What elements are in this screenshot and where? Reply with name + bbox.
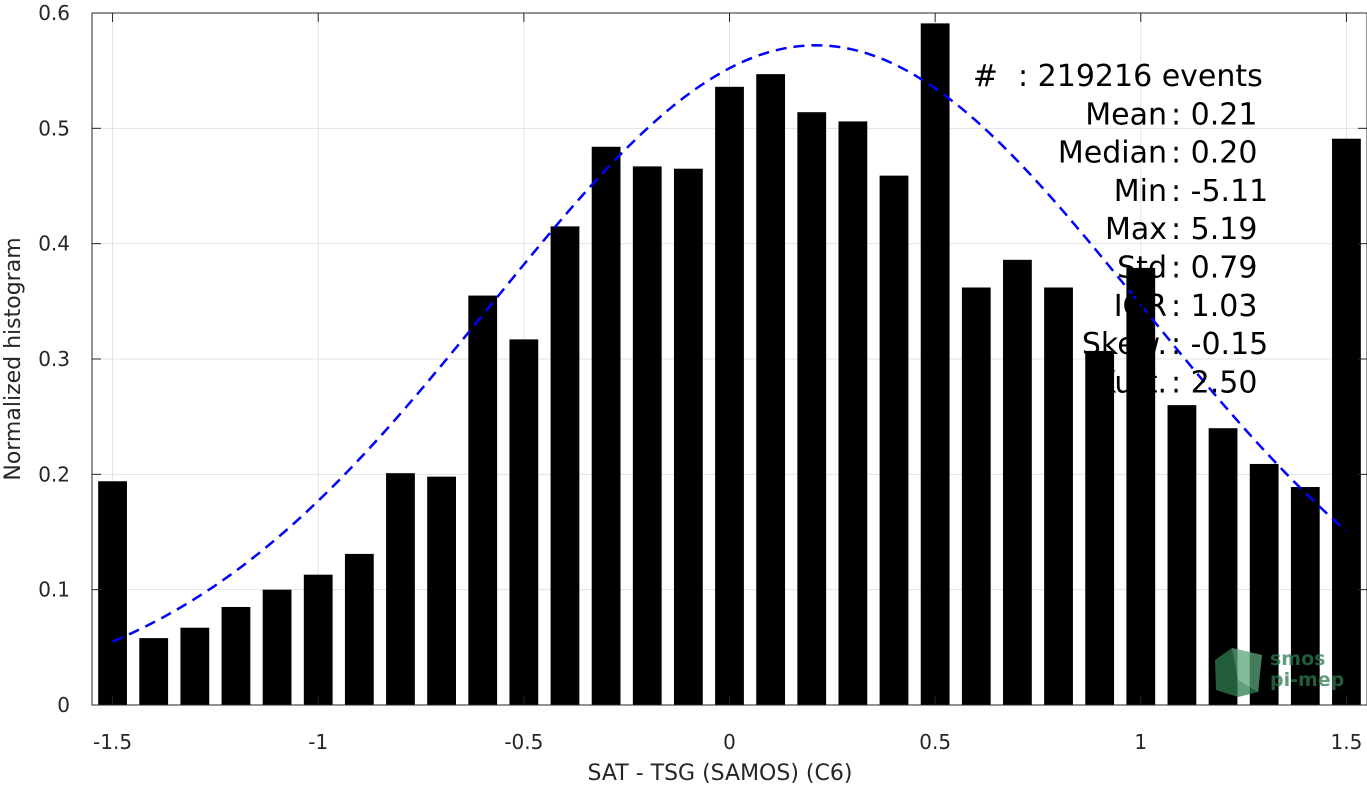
y-ticks: 0 0.1 0.2 0.3 0.4 0.5 0.6 [38, 1, 1367, 717]
y-tick-label: 0.4 [38, 232, 70, 256]
stat-label: Max [1105, 212, 1167, 247]
histogram-bar [591, 146, 621, 705]
histogram-bar [344, 553, 374, 705]
histogram-bar [139, 638, 169, 705]
y-tick-label: 0.3 [38, 347, 70, 371]
histogram-bar [1167, 405, 1197, 705]
histogram-bar [221, 606, 251, 705]
x-tick-label: -1 [308, 730, 328, 754]
watermark-logo-shade [1232, 648, 1262, 692]
stat-value: : 219216 events [1018, 59, 1263, 94]
histogram-bar [303, 574, 333, 705]
stat-value: : 0.20 [1171, 136, 1257, 171]
histogram-bar [180, 627, 210, 705]
stat-value: : 5.19 [1171, 212, 1257, 247]
histogram-bar [838, 121, 868, 705]
stat-label: Median [1058, 136, 1167, 171]
x-ticks: -1.5 -1 -0.5 0 0.5 1 1.5 [93, 13, 1362, 754]
stat-label: Std [1117, 251, 1167, 286]
stat-value: : 0.21 [1171, 97, 1257, 132]
watermark-line1: smos [1270, 648, 1325, 670]
stat-value: : 1.03 [1171, 289, 1257, 324]
stat-label: # [973, 59, 998, 94]
x-tick-label: 0 [723, 730, 736, 754]
histogram-bar [879, 175, 909, 705]
histogram-bar [797, 112, 827, 706]
y-tick-label: 0.2 [38, 462, 70, 486]
fit-curve [112, 44, 1348, 643]
histogram-bar [427, 476, 456, 705]
histogram-bar [1044, 287, 1073, 705]
stat-label: Kurt. [1096, 365, 1167, 400]
bars [98, 23, 1361, 706]
histogram-bar [386, 473, 415, 705]
stat-label: Skew. [1082, 327, 1167, 362]
watermark-line2: pi-mep [1270, 669, 1344, 691]
stat-label: IQR [1114, 289, 1167, 324]
stat-label: Min [1114, 174, 1167, 209]
histogram-bar [1003, 259, 1032, 705]
histogram-bar [1332, 138, 1361, 706]
histogram-bar [632, 166, 662, 706]
histogram-bar [98, 481, 127, 705]
histogram-bar [756, 74, 786, 706]
histogram-bar [550, 226, 580, 705]
histogram-bar [715, 86, 744, 705]
stat-label: Mean [1085, 97, 1167, 132]
histogram-bar [262, 589, 292, 705]
histogram-bar [920, 23, 950, 705]
stat-value: : -5.11 [1171, 174, 1268, 209]
x-axis-label: SAT - TSG (SAMOS) (C6) [588, 761, 853, 785]
histogram-bar [961, 287, 991, 705]
y-tick-label: 0 [57, 693, 70, 717]
stat-value: : 2.50 [1171, 365, 1257, 400]
y-axis-label: Normalized histogram [1, 237, 26, 480]
y-tick-label: 0.5 [38, 116, 70, 140]
x-tick-label: -1.5 [93, 730, 132, 754]
y-tick-label: 0.6 [38, 1, 70, 25]
y-tick-label: 0.1 [38, 578, 70, 602]
stat-value: : 0.79 [1171, 251, 1257, 286]
smos-pimep-watermark: smos pi-mep [1215, 648, 1344, 697]
stat-value: : -0.15 [1171, 327, 1268, 362]
x-tick-label: 0.5 [919, 730, 951, 754]
histogram-bar [1085, 350, 1115, 705]
histogram-bar [468, 295, 498, 705]
x-tick-label: -0.5 [504, 730, 543, 754]
histogram-bar [673, 168, 703, 705]
histogram-bar [1290, 487, 1320, 705]
histogram-bar [509, 339, 539, 705]
x-tick-label: 1 [1134, 730, 1147, 754]
x-tick-label: 1.5 [1331, 730, 1363, 754]
histogram-bar [1126, 267, 1156, 705]
